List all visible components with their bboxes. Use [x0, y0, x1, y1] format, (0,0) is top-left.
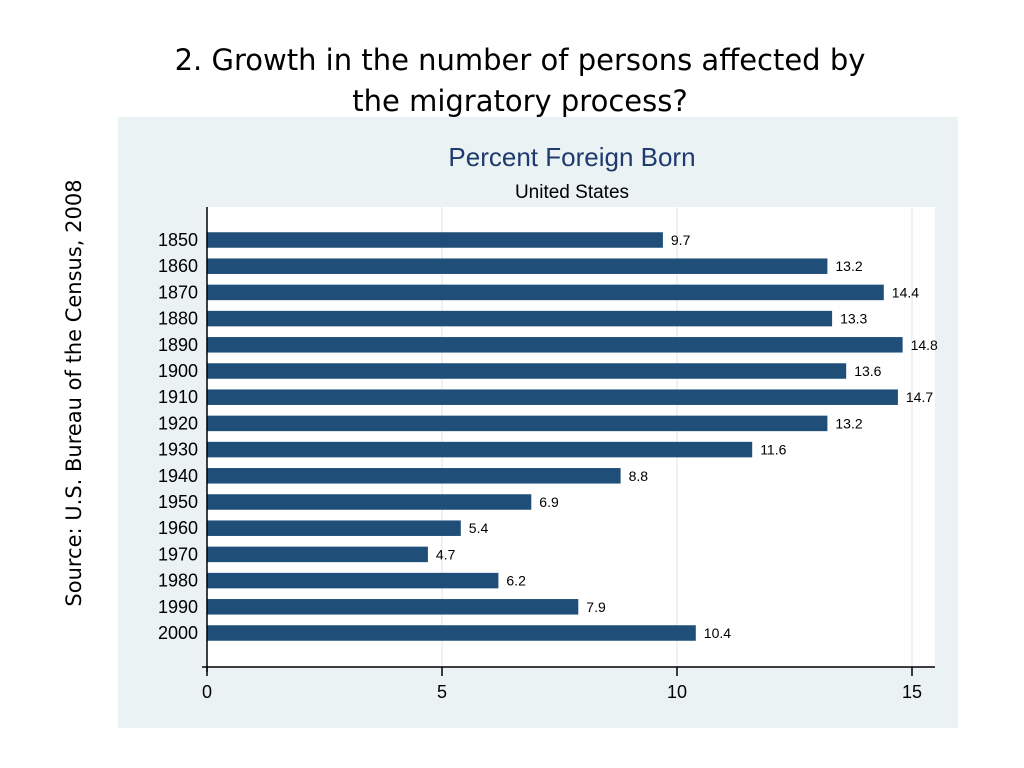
- y-tick-label: 1960: [158, 518, 198, 538]
- y-tick-label: 1980: [158, 571, 198, 591]
- value-label: 6.9: [539, 494, 559, 510]
- x-tick-label: 10: [667, 682, 687, 702]
- bar-1870: [207, 284, 884, 301]
- bar-1920: [207, 415, 828, 432]
- chart-subtitle: United States: [515, 182, 629, 203]
- y-axis-labels: 1850 1860 1870 1880 1890 1900 1910 1920 1930 1940…: [158, 230, 198, 643]
- value-label: 8.8: [629, 468, 649, 484]
- y-tick-label: 1930: [158, 440, 198, 460]
- value-label: 7.9: [586, 599, 606, 615]
- bar-1890: [207, 337, 903, 353]
- value-label: 5.4: [469, 520, 489, 536]
- y-tick-label: 1910: [158, 387, 198, 407]
- value-label: 10.4: [704, 625, 731, 641]
- y-tick-label: 1870: [158, 282, 198, 302]
- value-label: 6.2: [506, 573, 526, 589]
- y-tick-label: 1940: [158, 466, 198, 486]
- value-label: 14.7: [906, 389, 933, 405]
- bar-1930: [207, 441, 753, 458]
- grid-lines: [441, 207, 913, 667]
- y-tick-label: 1890: [158, 335, 198, 355]
- value-label: 11.6: [760, 442, 786, 458]
- x-axis-ticks: 0 5 10 15: [202, 667, 922, 702]
- bar-1910: [207, 389, 898, 405]
- value-labels: 9.7 13.2 14.4 13.3 14.8 13.6 14.7 13.2 11.6 8.8 6.…: [436, 232, 938, 641]
- value-label: 13.2: [835, 415, 862, 431]
- slide-title: 2. Growth in the number of persons affec…: [150, 40, 890, 122]
- bar-1990: [207, 599, 579, 615]
- value-label: 9.7: [671, 232, 691, 248]
- y-tick-label: 1970: [158, 544, 198, 564]
- slide-title-line-1: 2. Growth in the number of persons affec…: [174, 43, 866, 77]
- bar-1850: [207, 232, 663, 248]
- y-tick-label: 1860: [158, 256, 198, 276]
- y-tick-label: 1920: [158, 413, 198, 433]
- bar-2000: [207, 625, 696, 641]
- value-label: 13.3: [840, 311, 867, 327]
- x-tick-label: 5: [437, 682, 447, 702]
- y-tick-label: 2000: [158, 623, 198, 643]
- chart-panel: Percent Foreign Born United States 1850 1…: [118, 117, 958, 728]
- chart-title: Percent Foreign Born: [448, 142, 695, 172]
- bar-1980: [207, 572, 499, 589]
- source-note: Source: U.S. Bureau of the Census, 2008: [62, 179, 86, 607]
- y-tick-label: 1990: [158, 597, 198, 617]
- bar-1940: [207, 468, 621, 484]
- y-tick-label: 1950: [158, 492, 198, 512]
- bars: [207, 232, 903, 641]
- y-tick-label: 1880: [158, 309, 198, 329]
- plot-area: [207, 207, 935, 667]
- bar-1970: [207, 546, 428, 563]
- bar-1860: [207, 258, 828, 274]
- slide-title-line-2: the migratory process?: [352, 84, 688, 118]
- value-label: 13.2: [835, 258, 862, 274]
- x-tick-label: 0: [202, 682, 212, 702]
- value-label: 4.7: [436, 546, 456, 562]
- value-label: 13.6: [854, 363, 881, 379]
- bar-chart: Percent Foreign Born United States 18501…: [158, 142, 938, 702]
- bar-1960: [207, 520, 461, 536]
- x-tick-label: 15: [902, 682, 922, 702]
- bar-1900: [207, 363, 847, 379]
- y-tick-label: 1850: [158, 230, 198, 250]
- bar-1950: [207, 494, 532, 510]
- y-tick-label: 1900: [158, 361, 198, 381]
- bar-1880: [207, 310, 833, 327]
- value-label: 14.8: [911, 337, 938, 353]
- value-label: 14.4: [892, 284, 919, 300]
